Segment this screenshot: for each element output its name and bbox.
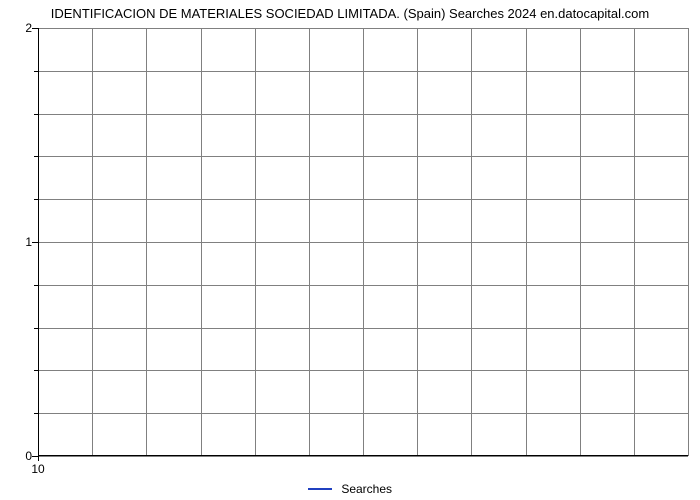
chart-container: IDENTIFICACION DE MATERIALES SOCIEDAD LI… — [0, 0, 700, 500]
grid-line-horizontal — [38, 114, 688, 115]
grid-line-horizontal — [38, 199, 688, 200]
y-minor-tick-mark — [34, 370, 38, 371]
y-tick-mark — [32, 242, 38, 243]
y-minor-tick-mark — [34, 285, 38, 286]
grid-line-horizontal — [38, 71, 688, 72]
y-tick-mark — [32, 28, 38, 29]
y-minor-tick-mark — [34, 413, 38, 414]
x-tick-label: 10 — [31, 462, 44, 476]
y-minor-tick-mark — [34, 114, 38, 115]
y-tick-label: 1 — [12, 235, 32, 249]
y-tick-label: 2 — [12, 21, 32, 35]
y-minor-tick-mark — [34, 71, 38, 72]
legend-label: Searches — [341, 482, 392, 496]
grid-line-horizontal — [38, 285, 688, 286]
grid-line-horizontal — [38, 242, 688, 243]
grid-line-horizontal — [38, 328, 688, 329]
axis-border-left — [38, 28, 39, 456]
x-tick-mark — [38, 456, 39, 461]
grid-line-horizontal — [38, 156, 688, 157]
grid-line-horizontal — [38, 456, 688, 457]
y-tick-label: 0 — [12, 449, 32, 463]
axis-border-bottom — [38, 455, 688, 456]
legend-swatch — [308, 488, 332, 490]
y-minor-tick-mark — [34, 328, 38, 329]
grid-line-horizontal — [38, 413, 688, 414]
grid-line-horizontal — [38, 370, 688, 371]
grid-line-vertical — [688, 28, 689, 456]
grid-line-horizontal — [38, 28, 688, 29]
chart-title: IDENTIFICACION DE MATERIALES SOCIEDAD LI… — [0, 6, 700, 21]
y-minor-tick-mark — [34, 156, 38, 157]
legend: Searches — [0, 481, 700, 496]
y-minor-tick-mark — [34, 199, 38, 200]
plot-area — [38, 28, 688, 456]
